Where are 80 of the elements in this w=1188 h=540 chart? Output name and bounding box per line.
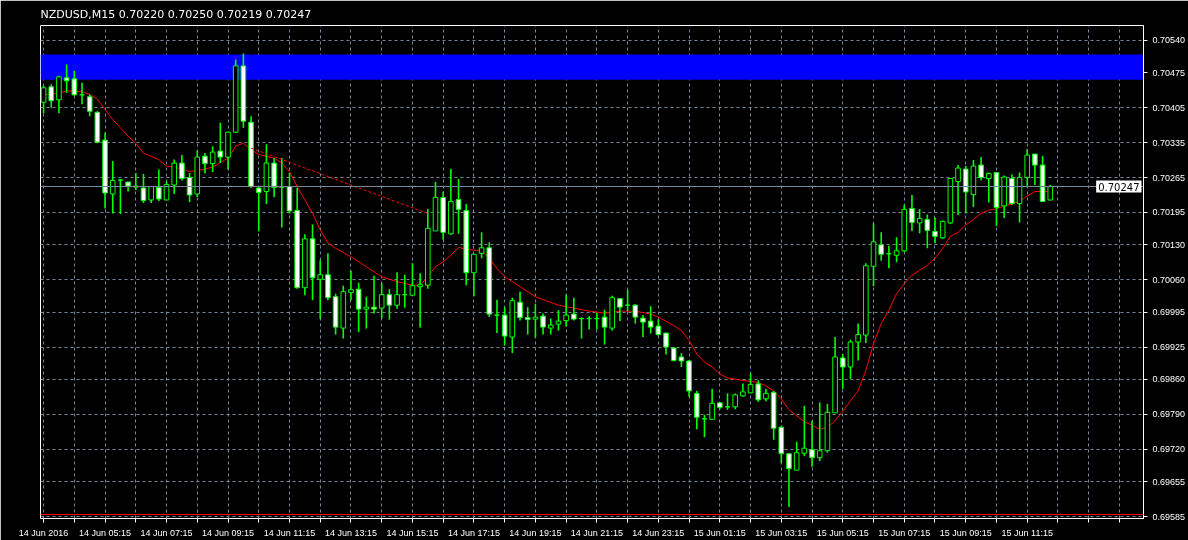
- x-tick-label: 14 Jun 19:15: [509, 527, 562, 538]
- x-tick-label: 14 Jun 11:15: [263, 527, 316, 538]
- candlestick: [555, 309, 562, 332]
- x-tick-label: 14 Jun 05:15: [79, 527, 132, 538]
- candlestick: [617, 297, 623, 322]
- candlestick: [409, 262, 416, 296]
- x-tick-label: 14 Jun 15:15: [386, 527, 439, 538]
- x-tick-label: 15 Jun 05:15: [816, 527, 869, 538]
- candlestick: [117, 178, 124, 215]
- y-tick-label: 0.69995: [1152, 307, 1186, 318]
- x-tick-label: 14 Jun 09:15: [201, 527, 255, 538]
- candlestick: [816, 401, 823, 462]
- y-tick-label: 0.69720: [1152, 444, 1186, 455]
- candlestick: [855, 322, 861, 362]
- x-tick-label: 14 Jun 13:15: [324, 527, 377, 538]
- candlestick: [86, 93, 93, 118]
- x-tick-label: 15 Jun 01:15: [693, 527, 746, 538]
- x-tick-label: 14 Jun 2016: [18, 527, 69, 538]
- candlestick: [417, 272, 423, 329]
- candlestick: [693, 390, 700, 431]
- candlestick: [471, 253, 477, 297]
- candlestick: [878, 231, 884, 262]
- candlestick: [978, 156, 984, 182]
- y-tick-label: 0.70335: [1152, 137, 1186, 148]
- candlestick: [839, 353, 846, 390]
- x-tick-label: 15 Jun 11:15: [1001, 527, 1053, 538]
- candlestick: [932, 216, 938, 245]
- y-tick-label: 0.70130: [1152, 239, 1186, 250]
- y-tick-label: 0.70265: [1152, 172, 1186, 183]
- candlestick: [709, 388, 715, 421]
- candlestick: [325, 252, 331, 301]
- candlestick: [793, 440, 800, 471]
- y-tick-label: 0.70475: [1152, 67, 1186, 78]
- candlestick: [156, 168, 162, 202]
- candlestick: [663, 332, 669, 356]
- candlestick: [109, 160, 116, 215]
- candlestick: [632, 303, 639, 325]
- candlestick: [171, 158, 178, 195]
- candlestick: [179, 154, 185, 182]
- y-tick-label: 0.70540: [1152, 35, 1186, 46]
- x-tick-label: 15 Jun 07:15: [878, 527, 931, 538]
- x-tick-label: 15 Jun 03:15: [755, 527, 808, 538]
- candlestick: [394, 271, 400, 310]
- y-tick-label: 0.69790: [1152, 409, 1186, 420]
- candlestick: [909, 194, 915, 232]
- y-tick-label: 0.70060: [1152, 274, 1186, 285]
- y-tick-label: 0.70405: [1152, 102, 1186, 113]
- candlestick: [202, 152, 208, 175]
- y-tick-label: 0.69925: [1152, 342, 1186, 353]
- x-tick-label: 14 Jun 17:15: [447, 527, 500, 538]
- candlestick: [786, 452, 792, 508]
- y-tick-label: 0.70195: [1152, 207, 1186, 218]
- candlestick: [809, 420, 815, 468]
- ref-line-label: 0.70247: [1098, 181, 1140, 193]
- candlestick: [1032, 153, 1038, 186]
- y-tick-label: 0.69860: [1152, 374, 1186, 385]
- candlestick: [624, 288, 631, 312]
- candlestick: [317, 259, 324, 320]
- x-tick-label: 14 Jun 23:15: [632, 527, 685, 538]
- candlestick: [140, 173, 147, 204]
- candlestick: [985, 171, 992, 204]
- y-tick-label: 0.69655: [1152, 476, 1186, 487]
- candlestick: [563, 293, 569, 328]
- candlestick: [893, 236, 900, 264]
- candlestick: [56, 75, 62, 115]
- candlestick: [1024, 148, 1031, 188]
- y-tick-label: 0.69585: [1152, 511, 1186, 522]
- candlestick: [801, 405, 808, 457]
- x-tick-label: 14 Jun 07:15: [140, 527, 193, 538]
- candlestick: [640, 314, 646, 338]
- candlestick: [371, 274, 377, 315]
- x-tick-label: 14 Jun 21:15: [570, 527, 623, 538]
- chart-title: NZDUSD,M15 0.70220 0.70250 0.70219 0.70247: [40, 7, 312, 21]
- candlestick: [571, 296, 577, 322]
- candlestick: [455, 178, 462, 235]
- x-tick-label: 15 Jun 09:15: [939, 527, 992, 538]
- candlestick: [348, 269, 354, 301]
- candlestick: [955, 164, 961, 216]
- candlestick: [517, 290, 523, 322]
- candlestick: [540, 312, 546, 336]
